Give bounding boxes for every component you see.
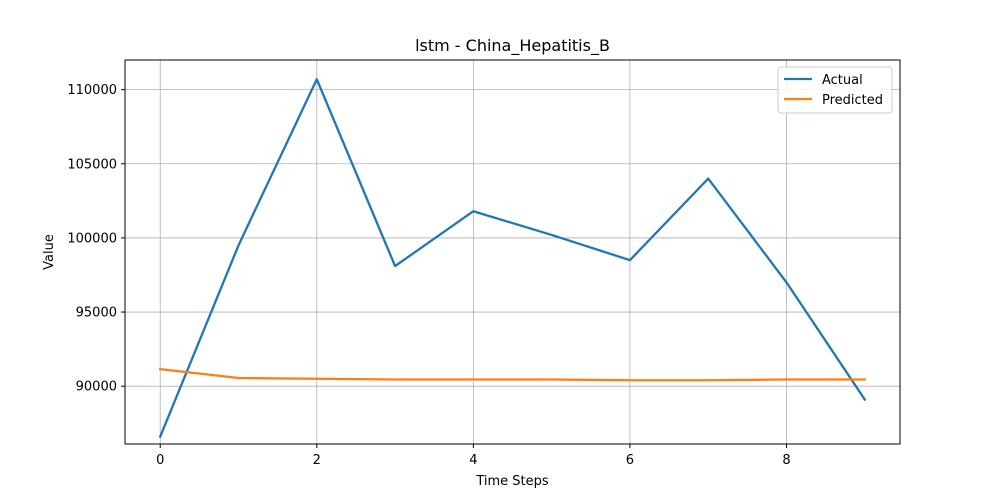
legend-label-predicted: Predicted [822,93,883,108]
y-tick-label: 95000 [76,306,117,321]
x-tick-label: 4 [469,453,477,468]
x-tick-label: 0 [156,453,164,468]
y-tick-label: 100000 [67,231,117,246]
x-tick-label: 6 [626,453,634,468]
x-tick-label: 2 [313,453,321,468]
series-line-predicted [158,367,866,382]
x-tick-label: 8 [782,453,790,468]
y-axis-label: Value [42,234,57,270]
y-tick-label: 110000 [67,83,117,98]
grid-lines [125,60,900,444]
plot-frame [124,59,901,445]
axis-ticks: 0 2 4 6 8 90000 95000 100000 105000 110000 [67,83,790,468]
chart-title: lstm - China_Hepatitis_B [415,36,610,56]
y-tick-label: 105000 [67,157,117,172]
x-axis-label: Time Steps [475,474,549,489]
y-tick-label: 90000 [76,380,117,395]
series-lines [158,78,867,439]
legend-label-actual: Actual [822,73,863,88]
legend: Actual Predicted [777,66,893,114]
series-line-actual [158,78,867,439]
